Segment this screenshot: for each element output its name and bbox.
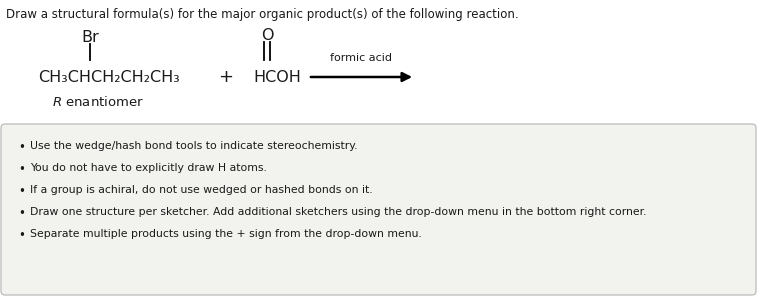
Text: CH₃CHCH₂CH₂CH₃: CH₃CHCH₂CH₂CH₃ — [38, 70, 179, 85]
Text: Separate multiple products using the + sign from the drop-down menu.: Separate multiple products using the + s… — [30, 229, 422, 239]
Text: Draw a structural formula(s) for the major organic product(s) of the following r: Draw a structural formula(s) for the maj… — [6, 8, 519, 21]
Text: If a group is achiral, do not use wedged or hashed bonds on it.: If a group is achiral, do not use wedged… — [30, 185, 372, 195]
FancyBboxPatch shape — [1, 124, 756, 295]
Text: •: • — [18, 185, 25, 198]
Text: •: • — [18, 163, 25, 176]
Text: Draw one structure per sketcher. Add additional sketchers using the drop-down me: Draw one structure per sketcher. Add add… — [30, 207, 646, 217]
Text: •: • — [18, 207, 25, 220]
Text: •: • — [18, 141, 25, 154]
Text: HCOH: HCOH — [253, 70, 301, 85]
Text: +: + — [219, 68, 233, 86]
Text: formic acid: formic acid — [331, 53, 392, 63]
Text: $\it{R}$ enantiomer: $\it{R}$ enantiomer — [52, 95, 144, 109]
Text: O: O — [260, 28, 273, 43]
Text: You do not have to explicitly draw H atoms.: You do not have to explicitly draw H ato… — [30, 163, 267, 173]
Text: Use the wedge/hash bond tools to indicate stereochemistry.: Use the wedge/hash bond tools to indicat… — [30, 141, 357, 151]
Text: Br: Br — [81, 30, 99, 45]
Text: •: • — [18, 229, 25, 242]
